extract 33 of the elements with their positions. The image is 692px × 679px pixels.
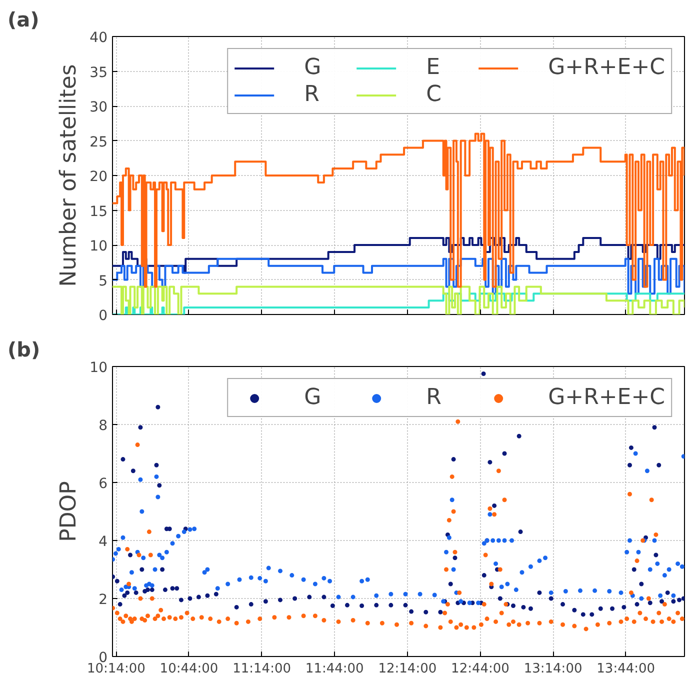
y-tick-label: 0 [98, 308, 108, 324]
x-tick-label: 12:14:00 [378, 662, 437, 676]
x-tick-label: 12:44:00 [451, 662, 510, 676]
legend-label: R [426, 385, 442, 410]
x-tick-label: 13:44:00 [596, 662, 656, 676]
y-tick-label: 10 [90, 360, 108, 376]
y-tick-label: 2 [98, 592, 108, 608]
y-tick-label: 5 [98, 273, 108, 290]
y-axis-title: PDOP [56, 481, 82, 542]
legend-label: G [304, 55, 322, 80]
y-tick-label: 8 [98, 418, 108, 434]
y-axis-title: Number of satellites [56, 64, 82, 287]
y-tick-label: 6 [98, 476, 108, 492]
x-tick-label: 11:14:00 [232, 662, 292, 676]
y-tick-label: 20 [90, 169, 108, 185]
legend-label: G+R+E+C [548, 385, 665, 410]
chart-title: (a) [8, 8, 40, 32]
legend-label: G+R+E+C [548, 55, 665, 80]
y-tick-label: 25 [90, 134, 108, 150]
legend-label: E [426, 55, 441, 80]
y-tick-label: 15 [90, 204, 108, 220]
legend-label: R [304, 82, 320, 107]
x-tick-label: 10:44:00 [160, 662, 218, 676]
legend-label: C [426, 82, 442, 107]
legend-label: G [304, 385, 322, 410]
x-tick-label: 11:44:00 [305, 662, 364, 676]
chart-title: (b) [8, 338, 40, 362]
y-tick-label: 10 [90, 238, 108, 254]
y-tick-label: 35 [90, 64, 108, 81]
x-tick-label: 13:14:00 [524, 662, 582, 676]
y-tick-label: 40 [90, 30, 108, 46]
y-tick-label: 30 [90, 100, 108, 116]
y-tick-label: 4 [98, 534, 108, 550]
